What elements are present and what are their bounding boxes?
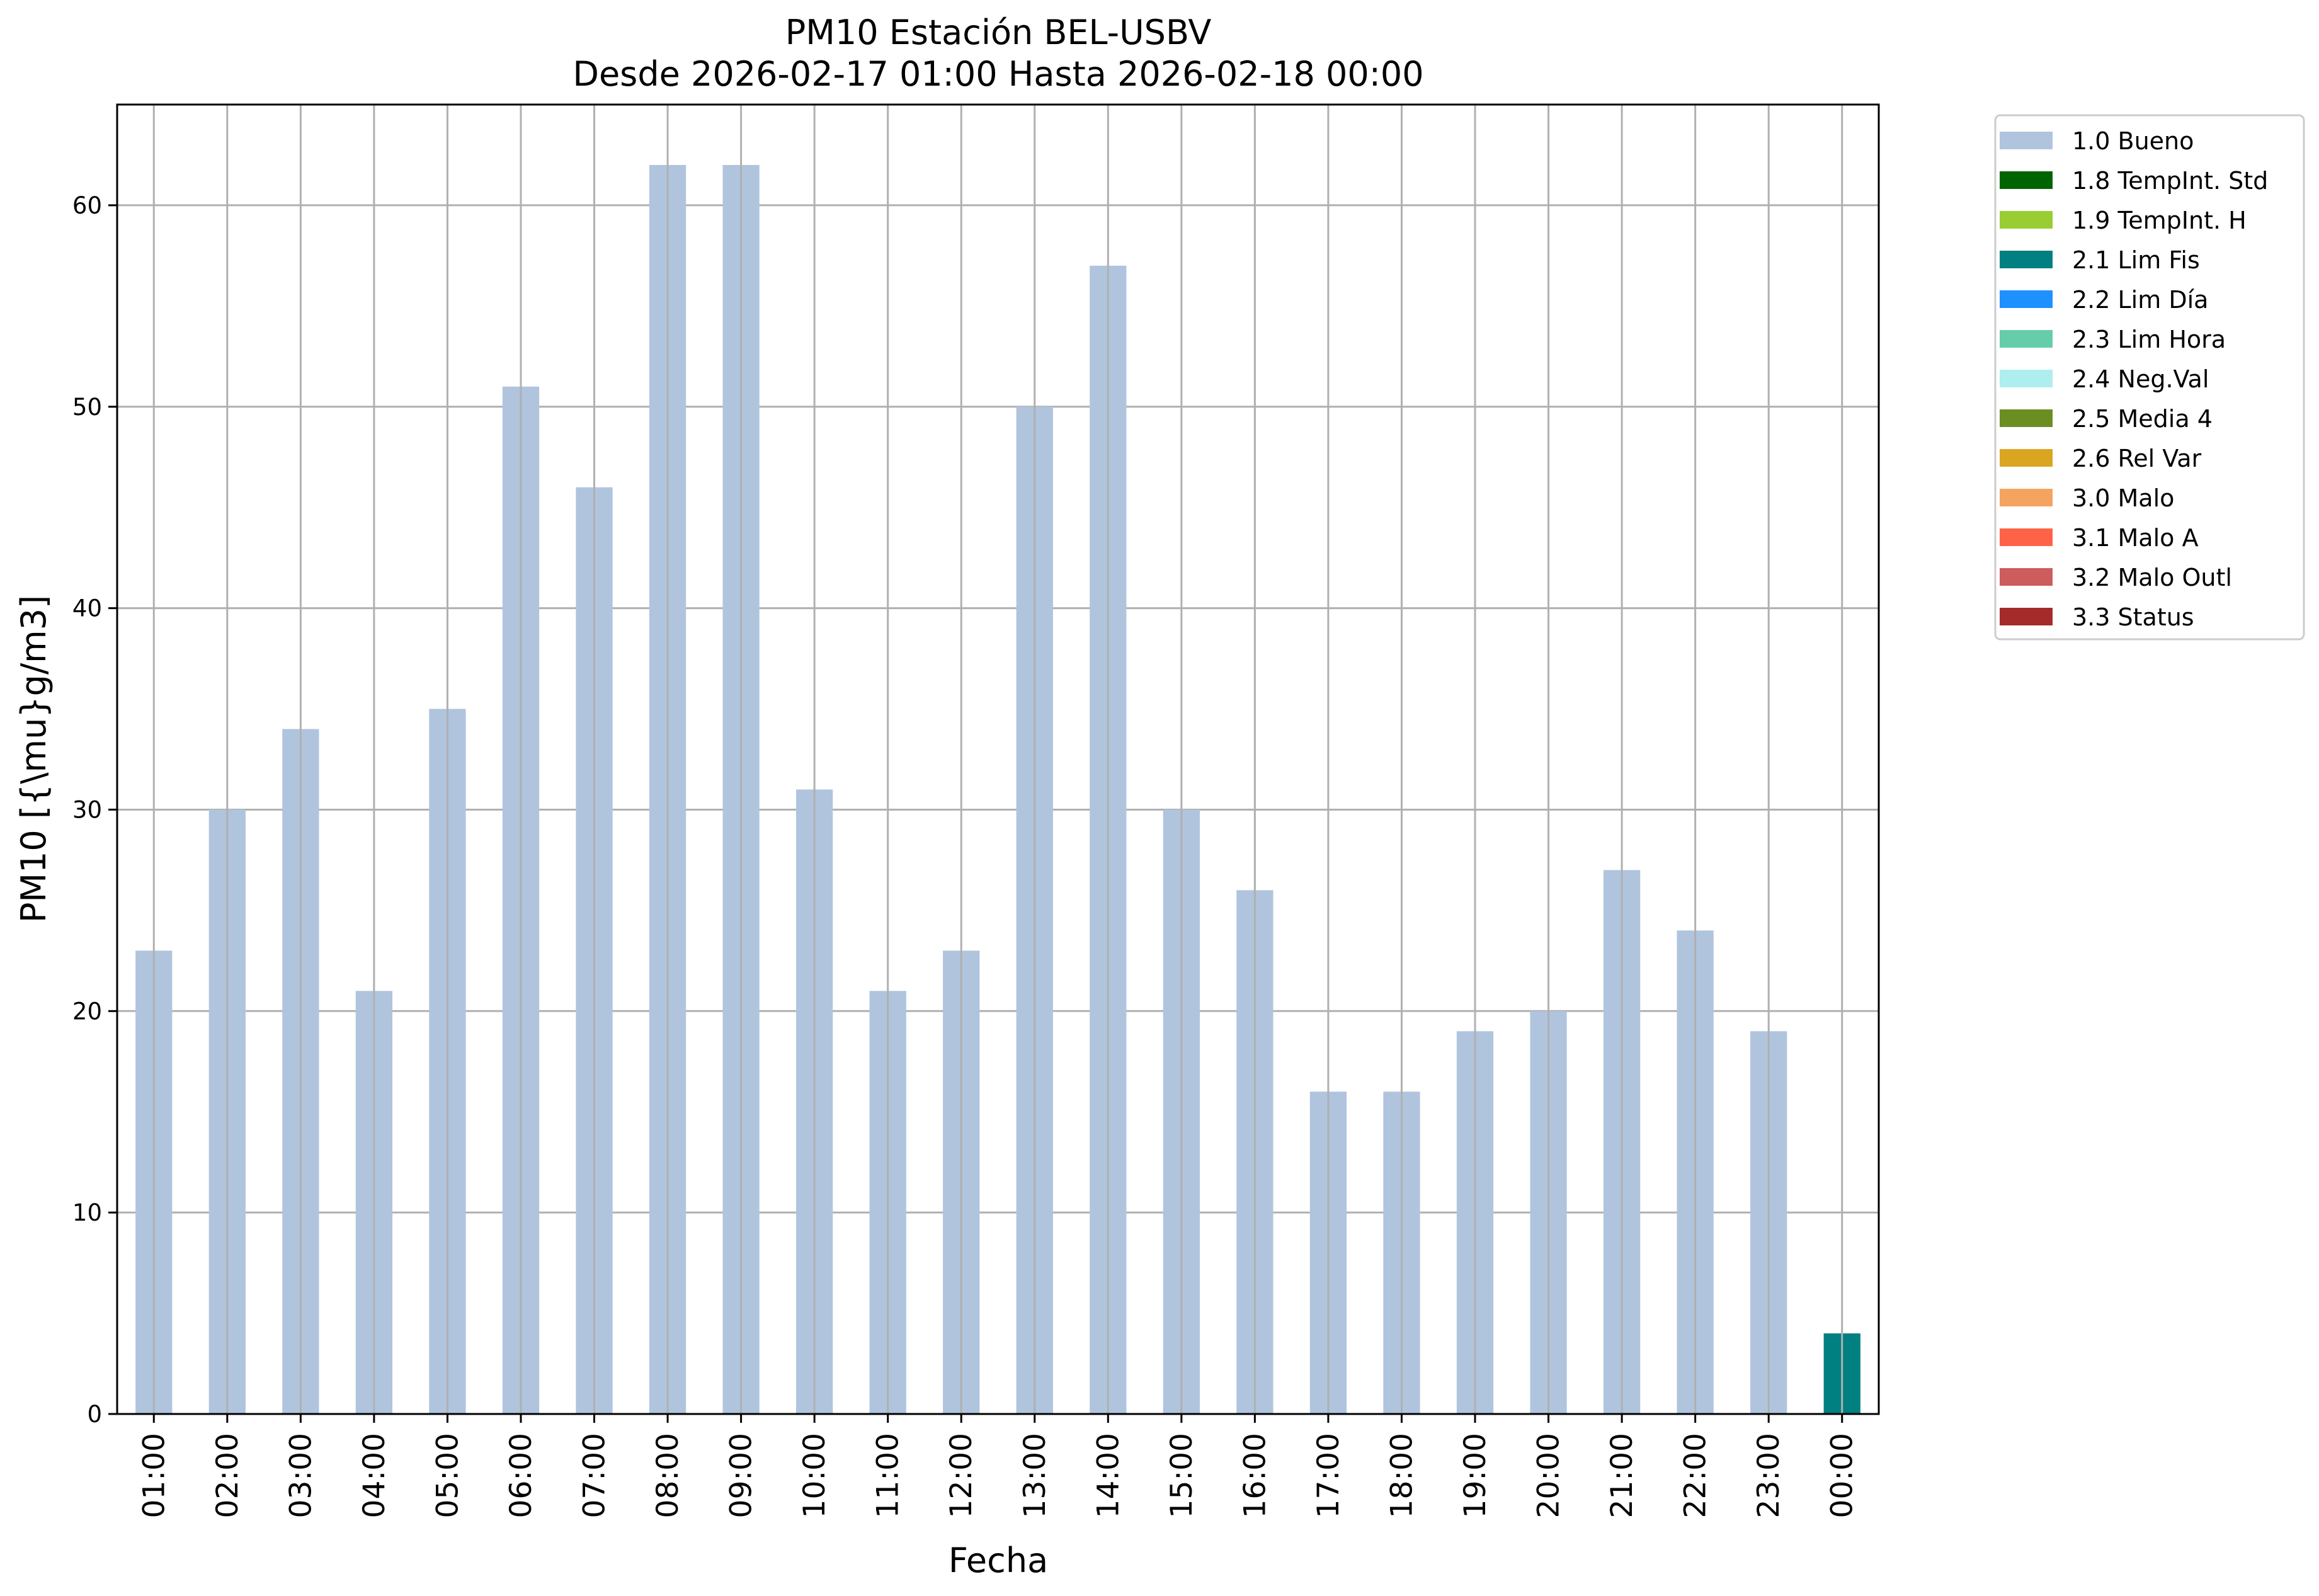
legend: 1.0 Bueno 1.8 TempInt. Std 1.9 TempInt. H 2… xyxy=(1994,114,2305,641)
x-tick-label: 07:00 xyxy=(578,1433,612,1518)
chart-subtitle: Desde 2026-02-17 01:00 Hasta 2026-02-18 … xyxy=(573,54,1423,94)
x-tick-label: 05:00 xyxy=(430,1433,465,1518)
x-axis-label: Fecha xyxy=(949,1541,1048,1580)
chart-title: PM10 Estación BEL-USBV xyxy=(785,13,1212,52)
x-tick-label: 13:00 xyxy=(1018,1433,1052,1518)
x-tick-label: 14:00 xyxy=(1091,1433,1125,1518)
y-tick-label: 30 xyxy=(72,796,102,823)
legend-label: 3.0 Malo xyxy=(2072,484,2174,512)
y-axis-ticks: 0 10 20 30 40 50 60 xyxy=(72,192,117,1428)
x-tick-label: 20:00 xyxy=(1532,1433,1566,1518)
y-tick-label: 60 xyxy=(72,192,102,219)
legend-frame xyxy=(1994,114,2305,641)
legend-label: 1.0 Bueno xyxy=(2072,127,2194,155)
legend-swatch xyxy=(2000,330,2053,348)
legend-label: 2.2 Lim Día xyxy=(2072,286,2208,314)
x-tick-label: 18:00 xyxy=(1384,1433,1419,1518)
x-tick-label: 11:00 xyxy=(871,1433,906,1518)
y-tick-label: 0 xyxy=(87,1401,102,1428)
legend-label: 1.8 TempInt. Std xyxy=(2072,167,2268,195)
legend-swatch xyxy=(2000,251,2053,268)
bars xyxy=(135,105,1860,1414)
y-axis-label: PM10 [{\mu}g/m3] xyxy=(14,595,54,923)
x-tick-label: 22:00 xyxy=(1678,1433,1713,1518)
legend-label: 3.3 Status xyxy=(2072,603,2194,631)
y-tick-label: 40 xyxy=(72,595,102,622)
grid xyxy=(117,204,1879,1415)
x-tick-label: 12:00 xyxy=(944,1433,979,1518)
legend-label: 3.2 Malo Outl xyxy=(2072,564,2232,591)
legend-swatch xyxy=(2000,449,2053,467)
legend-label: 2.5 Media 4 xyxy=(2072,405,2213,433)
x-tick-label: 01:00 xyxy=(137,1433,171,1518)
legend-label: 2.1 Lim Fis xyxy=(2072,246,2200,274)
legend-swatch xyxy=(2000,608,2053,625)
legend-swatch xyxy=(2000,568,2053,586)
legend-swatch xyxy=(2000,132,2053,149)
y-tick-label: 50 xyxy=(72,394,102,421)
x-tick-label: 08:00 xyxy=(651,1433,685,1518)
legend-swatch xyxy=(2000,290,2053,308)
x-tick-label: 09:00 xyxy=(724,1433,759,1518)
plot-frame xyxy=(116,103,1880,1415)
legend-swatch xyxy=(2000,171,2053,189)
x-tick-label: 00:00 xyxy=(1825,1433,1860,1518)
y-tick-label: 10 xyxy=(72,1199,102,1226)
legend-swatch xyxy=(2000,489,2053,506)
x-tick-label: 04:00 xyxy=(357,1433,392,1518)
legend-label: 1.9 TempInt. H xyxy=(2072,207,2247,234)
x-tick-label: 10:00 xyxy=(797,1433,832,1518)
x-tick-label: 15:00 xyxy=(1165,1433,1199,1518)
x-tick-label: 19:00 xyxy=(1458,1433,1493,1518)
legend-swatch xyxy=(2000,409,2053,427)
legend-swatch xyxy=(2000,370,2053,387)
x-tick-label: 02:00 xyxy=(210,1433,245,1518)
x-tick-label: 03:00 xyxy=(283,1433,318,1518)
x-tick-label: 06:00 xyxy=(504,1433,538,1518)
legend-label: 3.1 Malo A xyxy=(2072,524,2198,552)
x-tick-label: 23:00 xyxy=(1752,1433,1786,1518)
y-tick-label: 20 xyxy=(72,998,102,1025)
legend-swatch xyxy=(2000,528,2053,546)
legend-label: 2.6 Rel Var xyxy=(2072,445,2202,472)
x-axis-ticks: 01:00 02:00 03:00 04:00 05:00 06:00 07:00 08:00… xyxy=(137,1414,1860,1518)
legend-swatch xyxy=(2000,211,2053,229)
legend-label: 2.3 Lim Hora xyxy=(2072,326,2226,353)
x-tick-label: 16:00 xyxy=(1238,1433,1272,1518)
x-tick-label: 17:00 xyxy=(1311,1433,1346,1518)
legend-label: 2.4 Neg.Val xyxy=(2072,365,2209,393)
x-tick-label: 21:00 xyxy=(1605,1433,1639,1518)
